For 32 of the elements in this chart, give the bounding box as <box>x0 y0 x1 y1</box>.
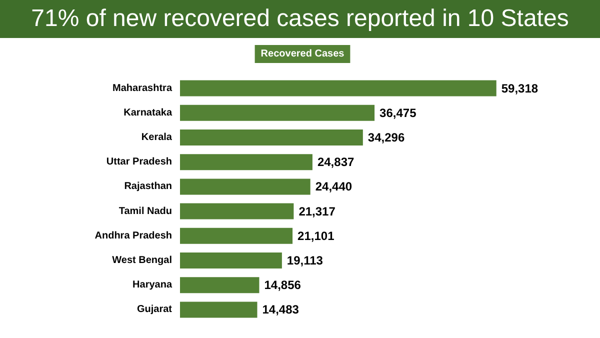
data-label: 36,475 <box>380 106 417 120</box>
data-label: 21,317 <box>298 204 336 218</box>
y-tick-label: Gujarat <box>136 304 173 316</box>
data-label: 24,440 <box>315 180 352 194</box>
bar <box>180 252 282 268</box>
bar <box>180 130 363 146</box>
y-tick-label: Kerala <box>141 132 172 143</box>
bar <box>180 228 293 244</box>
bar <box>180 178 310 195</box>
y-tick-label: Maharashtra <box>112 82 172 94</box>
y-tick-label: Rajasthan <box>124 181 172 192</box>
y-tick-label: Haryana <box>132 280 172 291</box>
data-label: 34,296 <box>368 130 405 144</box>
y-tick-label: Uttar Pradesh <box>106 156 172 168</box>
text: Recovered Cases <box>260 48 345 60</box>
y-tick-label: Tamil Nadu <box>118 206 172 217</box>
bar <box>180 104 375 121</box>
chart-title: 71% of new recovered cases reported in 10 States <box>0 0 600 38</box>
data-label: 24,837 <box>317 155 354 170</box>
bar <box>180 154 312 170</box>
y-tick-label: Karnataka <box>124 107 172 118</box>
data-label: 59,318 <box>501 81 538 96</box>
data-label: 14,483 <box>262 302 300 317</box>
data-label: 19,113 <box>286 254 324 268</box>
bar <box>180 203 294 220</box>
data-label: 14,856 <box>264 278 302 292</box>
bar <box>180 80 496 96</box>
data-label: 21,101 <box>298 228 335 243</box>
bar <box>180 302 258 318</box>
bar <box>180 277 260 294</box>
y-tick-label: West Bengal <box>112 255 172 266</box>
y-tick-label: Andhra Pradesh <box>94 230 172 242</box>
